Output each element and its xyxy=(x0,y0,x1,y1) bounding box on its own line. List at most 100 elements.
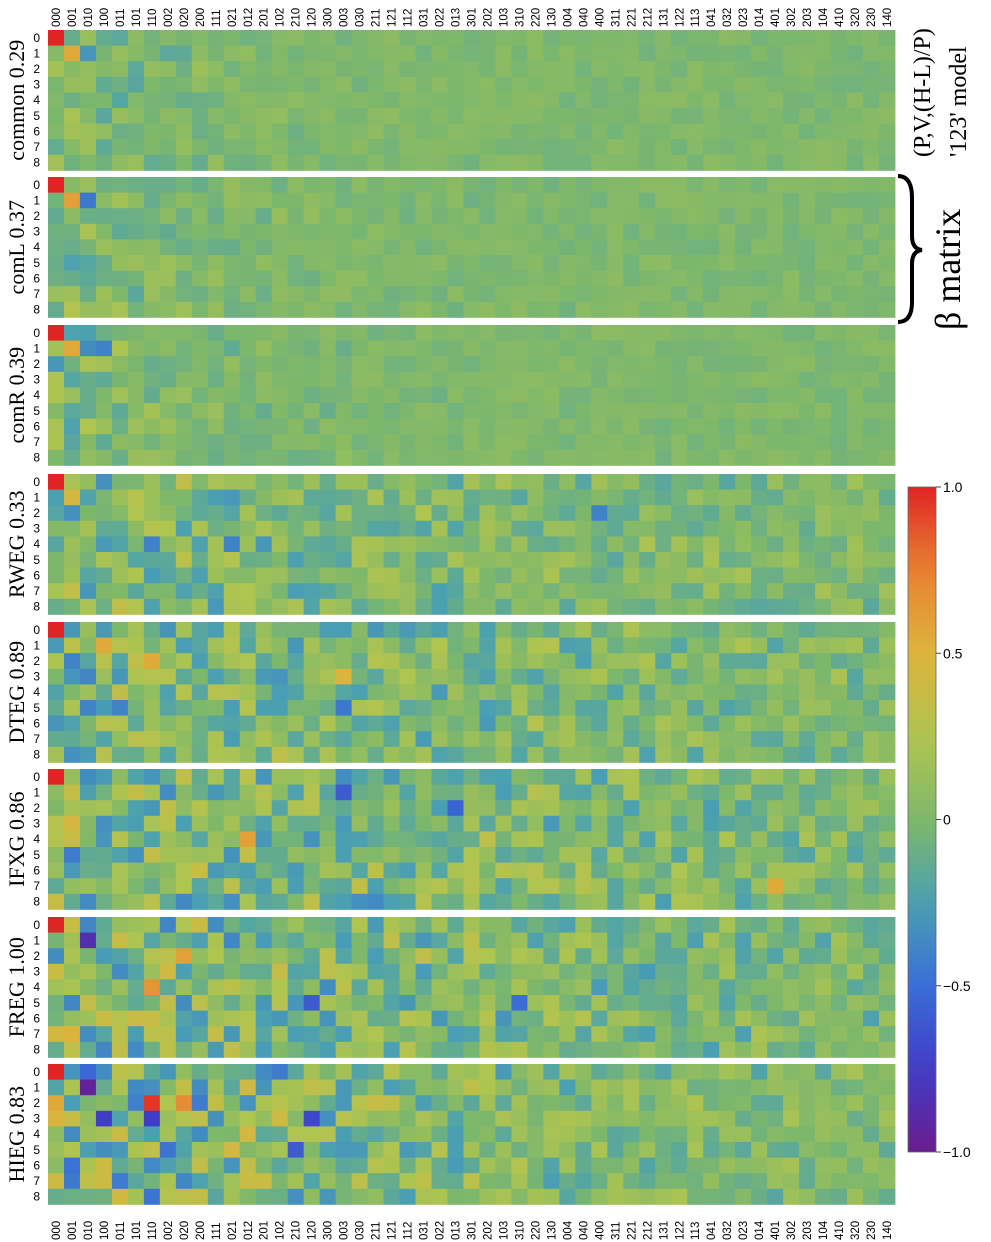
heatmap-cell xyxy=(223,76,241,93)
heatmap-cell xyxy=(511,192,528,209)
heatmap-cell xyxy=(367,1142,384,1158)
heatmap-cell xyxy=(351,1041,369,1058)
heatmap-cell xyxy=(351,356,369,373)
heatmap-cell xyxy=(575,177,592,193)
heatmap-cell xyxy=(671,1173,688,1190)
x-tick-label: 001 xyxy=(67,8,79,27)
heatmap-cell xyxy=(543,1064,560,1080)
heatmap-cell xyxy=(479,1026,496,1043)
heatmap-cell xyxy=(63,356,81,373)
heatmap-cell xyxy=(143,270,161,287)
heatmap-cell xyxy=(271,239,289,256)
heatmap-cell xyxy=(687,769,704,785)
x-tick-label: 104 xyxy=(818,7,830,27)
heatmap-cell xyxy=(591,1126,608,1143)
heatmap-cell xyxy=(687,30,704,46)
heatmap-cell xyxy=(639,123,656,140)
heatmap-cell xyxy=(191,505,209,522)
row-tick-label: 4 xyxy=(33,1127,40,1141)
heatmap-cell xyxy=(783,1095,800,1112)
heatmap-cell xyxy=(287,192,305,209)
heatmap-cell xyxy=(879,536,896,553)
heatmap-cell xyxy=(287,356,305,373)
heatmap-cell xyxy=(847,963,864,980)
heatmap-cell xyxy=(79,403,97,419)
heatmap-cell xyxy=(591,61,608,78)
heatmap-cell xyxy=(735,356,752,373)
heatmap-cell xyxy=(335,831,353,848)
heatmap-cell xyxy=(415,1126,432,1143)
heatmap-cell xyxy=(463,948,480,965)
heatmap-cell xyxy=(879,769,896,785)
heatmap-cell xyxy=(431,340,448,357)
heatmap-cell xyxy=(127,108,145,124)
heatmap-cell xyxy=(415,979,432,996)
heatmap-cell xyxy=(255,622,273,638)
heatmap-cell xyxy=(863,1188,880,1205)
heatmap-cell xyxy=(623,598,640,615)
heatmap-cell xyxy=(863,653,880,670)
heatmap-cell xyxy=(175,434,193,451)
heatmap-cell xyxy=(191,653,209,670)
heatmap-cell xyxy=(735,1041,752,1058)
heatmap-cell xyxy=(783,30,800,46)
heatmap-cell xyxy=(783,223,800,240)
heatmap-cell xyxy=(175,30,193,46)
heatmap-cell xyxy=(447,979,464,996)
heatmap-cell xyxy=(847,208,864,225)
heatmap-cell xyxy=(559,1026,576,1043)
heatmap-cell xyxy=(815,995,832,1011)
heatmap-cell xyxy=(655,434,672,451)
heatmap-cell xyxy=(463,862,480,879)
heatmap-cell xyxy=(159,177,177,193)
heatmap-cell xyxy=(655,325,672,341)
heatmap-cell xyxy=(431,489,448,506)
heatmap-cell xyxy=(655,154,672,171)
heatmap-cell xyxy=(655,520,672,537)
heatmap-cell xyxy=(431,177,448,193)
heatmap-cell xyxy=(799,769,816,785)
heatmap-cell xyxy=(495,1188,512,1205)
heatmap-cell xyxy=(223,30,241,46)
heatmap-cell xyxy=(815,1126,832,1143)
heatmap-cell xyxy=(367,1157,384,1174)
heatmap-cell xyxy=(543,1188,560,1205)
heatmap-cell xyxy=(575,917,592,933)
heatmap-cell xyxy=(847,637,864,654)
heatmap-cell xyxy=(415,301,432,318)
heatmap-cell xyxy=(255,449,273,466)
heatmap-cell xyxy=(95,434,113,451)
heatmap-cell xyxy=(831,403,848,419)
heatmap-cell xyxy=(703,520,720,537)
heatmap-cell xyxy=(703,800,720,817)
heatmap-cell xyxy=(48,668,65,685)
heatmap-cell xyxy=(655,995,672,1011)
heatmap-cell xyxy=(687,208,704,225)
heatmap-cell xyxy=(783,1142,800,1158)
x-tick-label: 120 xyxy=(307,1221,319,1240)
heatmap-cell xyxy=(255,123,273,140)
heatmap-cell xyxy=(879,45,896,62)
heatmap-cell xyxy=(111,979,129,996)
heatmap-cell xyxy=(543,893,560,910)
x-tick-label: 023 xyxy=(738,8,750,27)
heatmap-cell xyxy=(735,139,752,156)
heatmap-cell xyxy=(863,192,880,209)
heatmap-cell xyxy=(767,325,784,341)
heatmap-cell xyxy=(559,684,576,701)
heatmap-cell xyxy=(143,700,161,716)
heatmap-cell xyxy=(543,700,560,716)
heatmap-cell xyxy=(399,598,416,615)
heatmap-cell xyxy=(319,76,337,93)
heatmap-cell xyxy=(655,108,672,124)
x-tick-label: 000 xyxy=(51,1221,63,1240)
heatmap-cell xyxy=(703,552,720,568)
heatmap-cell xyxy=(303,622,321,638)
x-tick-label: 011 xyxy=(115,9,127,27)
heatmap-cell xyxy=(335,746,353,763)
heatmap-cell xyxy=(143,489,161,506)
heatmap-cell xyxy=(831,598,848,615)
heatmap-cell xyxy=(575,963,592,980)
heatmap-cell xyxy=(287,301,305,318)
heatmap-cell xyxy=(399,371,416,388)
